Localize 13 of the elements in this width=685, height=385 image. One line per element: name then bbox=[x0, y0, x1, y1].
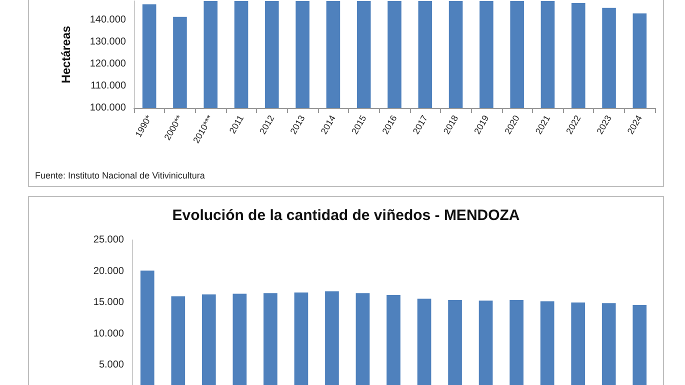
y-axis-title: Hectáreas bbox=[59, 25, 73, 84]
source-note: Fuente: Instituto Nacional de Vitivinicultura bbox=[35, 170, 205, 180]
chart-title: Evolución de la cantidad de viñedos - MENDOZA bbox=[172, 207, 520, 224]
y-tick-label: 130.000 bbox=[90, 36, 126, 48]
y-tick-label: 100.000 bbox=[90, 102, 126, 114]
y-tick-label: 110.000 bbox=[90, 80, 126, 92]
y-tick-label: 5.000 bbox=[98, 360, 124, 371]
y-tick-label: 20.000 bbox=[93, 266, 124, 277]
y-tick-label: 15.000 bbox=[93, 297, 124, 308]
y-tick-label: 140.000 bbox=[90, 14, 126, 26]
y-tick-label: 120.000 bbox=[90, 58, 126, 70]
y-tick-label: 10.000 bbox=[93, 328, 124, 340]
y-tick-label: 25.000 bbox=[93, 234, 124, 246]
